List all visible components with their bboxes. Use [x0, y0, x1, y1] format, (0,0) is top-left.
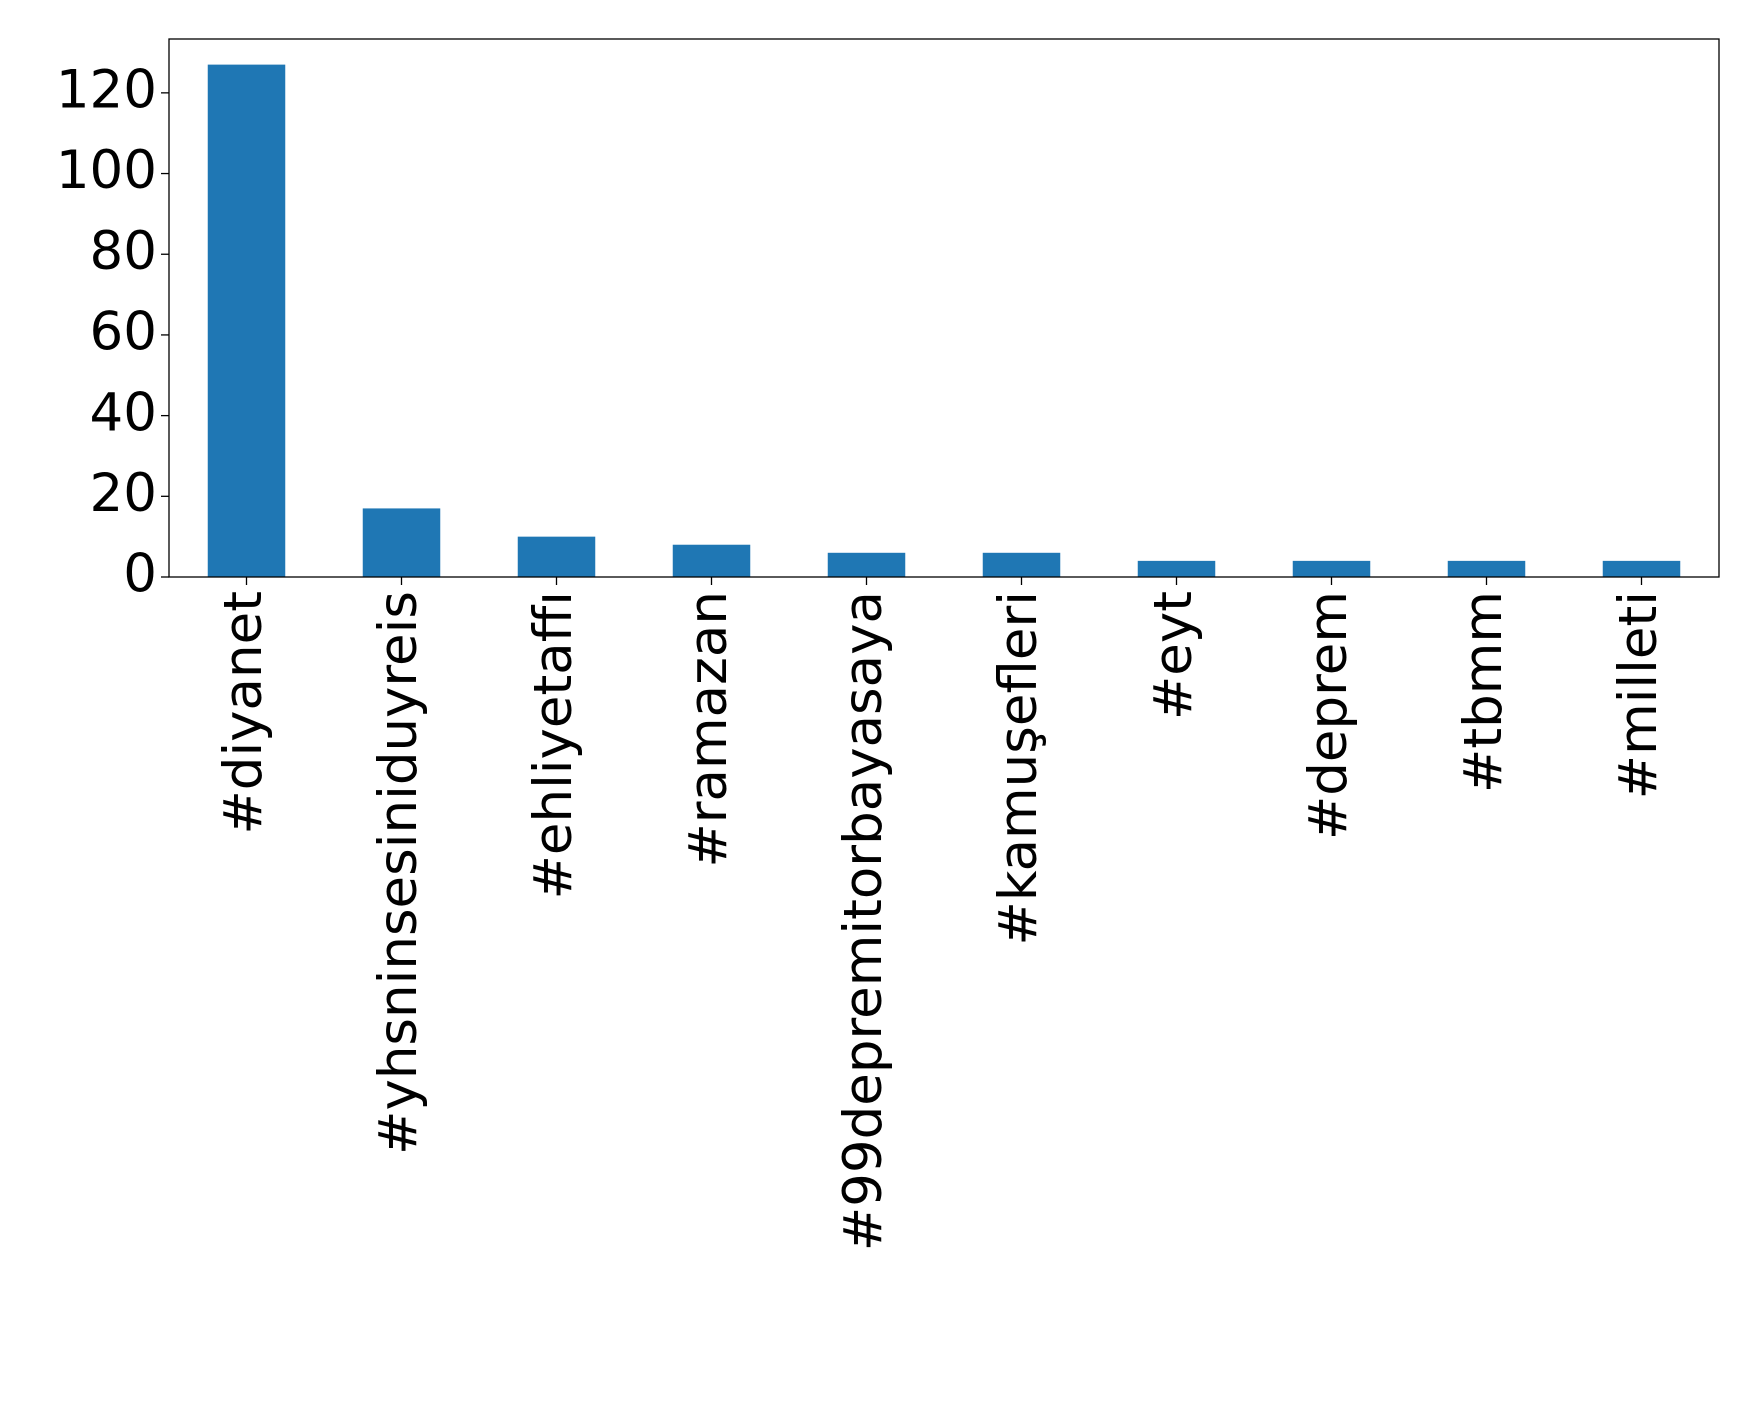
y-tick-label: 40 [90, 382, 157, 443]
x-tick-label: #eyt [1143, 591, 1204, 720]
bar [672, 544, 751, 577]
bar [362, 508, 441, 577]
bar [517, 536, 596, 577]
x-tick-label: #milleti [1608, 591, 1669, 799]
x-tick-label: #ramazan [678, 591, 739, 868]
x-tick-label: #deprem [1298, 591, 1359, 840]
bar [1602, 560, 1681, 577]
bar [1447, 560, 1526, 577]
y-tick-label: 60 [90, 302, 157, 363]
bar [207, 64, 286, 578]
plot-frame [168, 38, 1720, 578]
x-tick-label: #99depremitorbayasaya [833, 591, 894, 1251]
y-tick-label: 20 [90, 463, 157, 524]
y-tick-label: 120 [56, 60, 157, 121]
x-tick-label: #ehliyetaffı [523, 591, 584, 900]
bar [827, 552, 906, 577]
bar [982, 552, 1061, 577]
x-tick-label: #yhsninsesiniduyreis [368, 591, 429, 1155]
bar [1137, 560, 1216, 577]
y-tick-label: 0 [123, 544, 157, 605]
y-tick-label: 100 [56, 140, 157, 201]
bar [1292, 560, 1371, 577]
y-tick-label: 80 [90, 221, 157, 282]
x-tick-label: #diyanet [213, 591, 274, 835]
x-tick-label: #tbmm [1453, 591, 1514, 793]
x-tick-label: #kamuşefleri [988, 591, 1049, 946]
